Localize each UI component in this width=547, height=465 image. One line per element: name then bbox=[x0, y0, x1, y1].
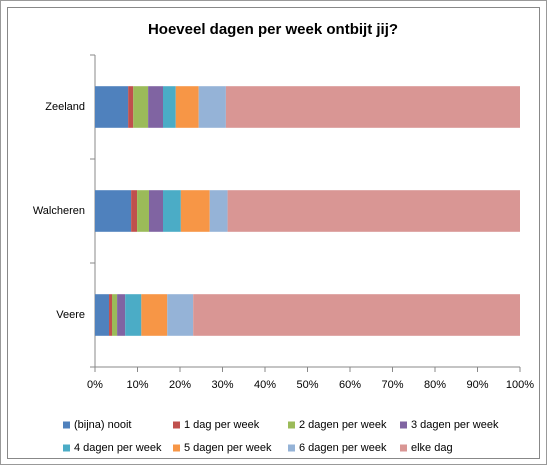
bar-segment bbox=[95, 86, 129, 128]
legend-swatch bbox=[63, 444, 70, 452]
bar-segment bbox=[141, 294, 168, 336]
chart-title: Hoeveel dagen per week ontbijt jij? bbox=[148, 21, 398, 38]
legend-label: 3 dagen per week bbox=[411, 419, 499, 431]
bar-segment bbox=[109, 294, 112, 336]
bar-segment bbox=[209, 190, 228, 232]
legend-swatch bbox=[288, 444, 295, 452]
legend-swatch bbox=[173, 421, 180, 429]
bar-segment bbox=[225, 86, 520, 128]
x-tick-label: 70% bbox=[381, 379, 403, 391]
bar-segment bbox=[112, 294, 118, 336]
bar-segment bbox=[125, 294, 142, 336]
legend-label: 4 dagen per week bbox=[74, 442, 162, 454]
x-tick-label: 10% bbox=[126, 379, 148, 391]
legend-label: 6 dagen per week bbox=[299, 442, 387, 454]
chart-frame bbox=[7, 7, 540, 459]
legend-swatch bbox=[63, 421, 70, 429]
bar-segment bbox=[117, 294, 126, 336]
bar-segment bbox=[163, 190, 181, 232]
y-tick-label: Walcheren bbox=[33, 205, 85, 217]
bar-segment bbox=[131, 190, 138, 232]
bar-segment bbox=[133, 86, 149, 128]
bar-segment bbox=[148, 86, 163, 128]
x-tick-label: 60% bbox=[339, 379, 361, 391]
y-tick-label: Zeeland bbox=[45, 101, 85, 113]
bar-segment bbox=[163, 86, 176, 128]
legend-label: 1 dag per week bbox=[184, 419, 260, 431]
x-tick-label: 40% bbox=[254, 379, 276, 391]
bar-segment bbox=[137, 190, 149, 232]
x-tick-label: 90% bbox=[466, 379, 488, 391]
legend-swatch bbox=[400, 421, 407, 429]
bar-segment bbox=[167, 294, 194, 336]
bar-segment bbox=[95, 294, 110, 336]
bar-segment bbox=[180, 190, 210, 232]
y-tick-label: Veere bbox=[56, 309, 85, 321]
bar-segment bbox=[95, 190, 132, 232]
x-tick-label: 100% bbox=[506, 379, 534, 391]
legend-label: (bijna) nooit bbox=[74, 419, 131, 431]
x-tick-label: 0% bbox=[87, 379, 103, 391]
x-tick-label: 50% bbox=[296, 379, 318, 391]
bar-segment bbox=[148, 190, 163, 232]
bar-segment bbox=[128, 86, 134, 128]
legend-swatch bbox=[173, 444, 180, 452]
legend-swatch bbox=[400, 444, 407, 452]
bar-segment bbox=[227, 190, 520, 232]
legend-label: 5 dagen per week bbox=[184, 442, 272, 454]
bar-segment bbox=[193, 294, 521, 336]
bar-segment bbox=[175, 86, 199, 128]
x-tick-label: 20% bbox=[169, 379, 191, 391]
x-tick-label: 80% bbox=[424, 379, 446, 391]
legend-label: 2 dagen per week bbox=[299, 419, 387, 431]
x-tick-label: 30% bbox=[211, 379, 233, 391]
legend-swatch bbox=[288, 421, 295, 429]
bar-segment bbox=[198, 86, 226, 128]
legend-label: elke dag bbox=[411, 442, 453, 454]
